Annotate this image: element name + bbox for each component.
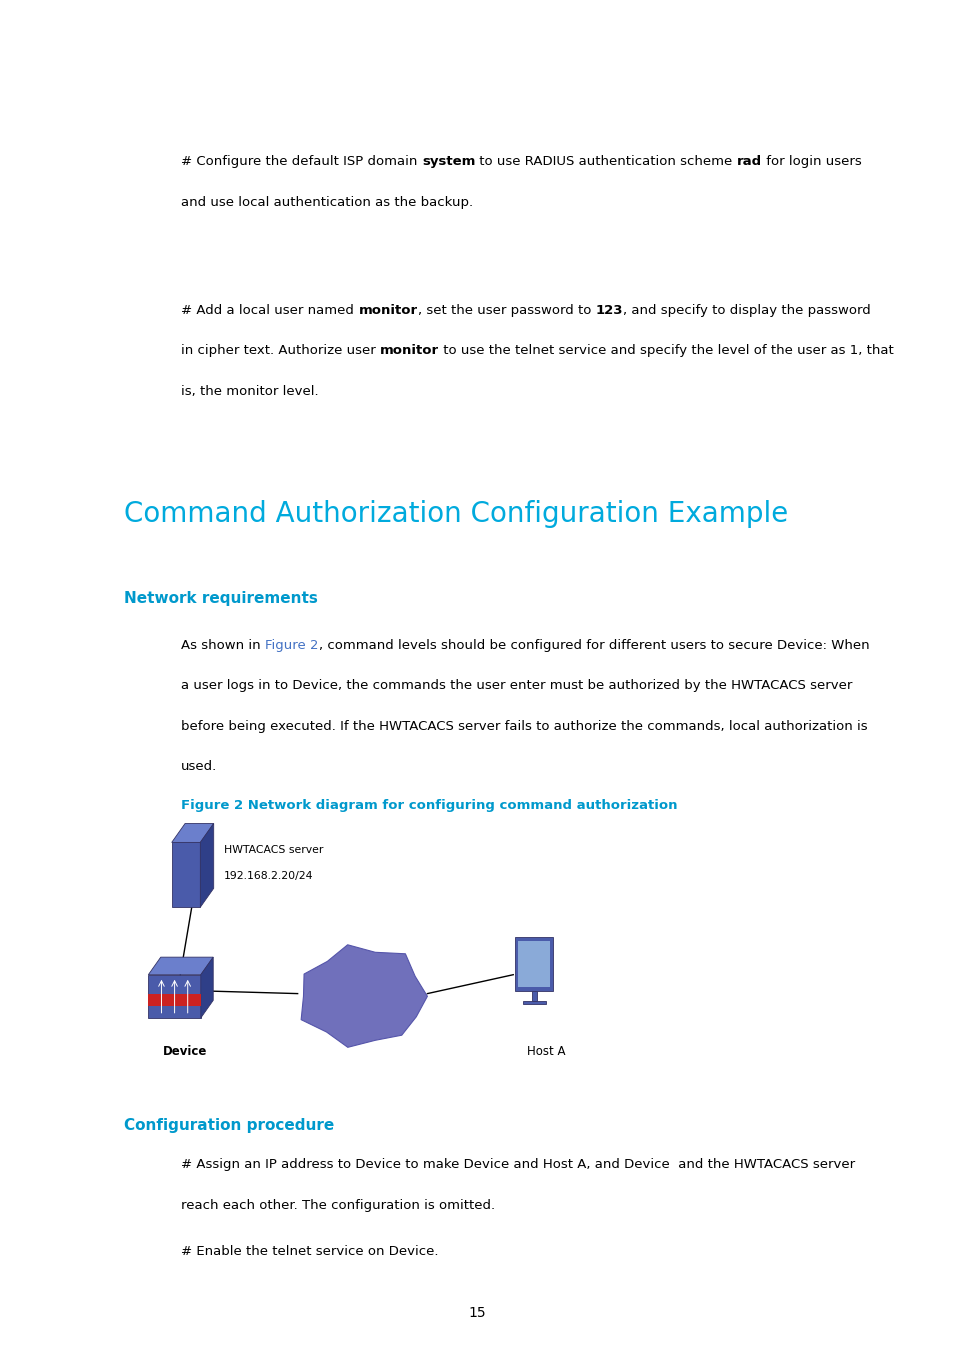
Text: and use local authentication as the backup.: and use local authentication as the back… — [181, 196, 473, 209]
Text: , and specify to display the password: , and specify to display the password — [622, 304, 869, 317]
Text: # Configure the default ISP domain: # Configure the default ISP domain — [181, 155, 421, 169]
Text: Device: Device — [163, 1045, 208, 1058]
Polygon shape — [532, 991, 536, 1000]
Polygon shape — [172, 842, 200, 907]
Text: before being executed. If the HWTACACS server fails to authorize the commands, l: before being executed. If the HWTACACS s… — [181, 720, 867, 733]
Polygon shape — [172, 824, 213, 842]
Text: 123: 123 — [595, 304, 622, 317]
Text: is, the monitor level.: is, the monitor level. — [181, 385, 318, 398]
Polygon shape — [200, 824, 213, 907]
Polygon shape — [517, 941, 550, 987]
Text: Figure 2 Network diagram for configuring command authorization: Figure 2 Network diagram for configuring… — [181, 799, 677, 813]
Text: Configuration procedure: Configuration procedure — [124, 1118, 334, 1133]
Text: to use the telnet service and specify the level of the user as 1, that: to use the telnet service and specify th… — [439, 344, 893, 358]
Text: HWTACACS server: HWTACACS server — [224, 845, 323, 855]
Text: # Enable the telnet service on Device.: # Enable the telnet service on Device. — [181, 1245, 438, 1258]
Text: Command Authorization Configuration Example: Command Authorization Configuration Exam… — [124, 500, 787, 528]
Text: As shown in: As shown in — [181, 639, 265, 652]
Text: a user logs in to Device, the commands the user enter must be authorized by the : a user logs in to Device, the commands t… — [181, 679, 852, 693]
Polygon shape — [149, 994, 200, 1006]
Polygon shape — [301, 945, 427, 1048]
Text: monitor: monitor — [358, 304, 417, 317]
Polygon shape — [515, 937, 553, 991]
Polygon shape — [200, 957, 213, 1018]
Text: rad: rad — [736, 155, 761, 169]
Text: to use RADIUS authentication scheme: to use RADIUS authentication scheme — [475, 155, 736, 169]
Text: # Assign an IP address to Device to make Device and Host A, and Device  and the : # Assign an IP address to Device to make… — [181, 1158, 855, 1172]
Text: for login users: for login users — [761, 155, 861, 169]
Text: system: system — [421, 155, 475, 169]
Text: reach each other. The configuration is omitted.: reach each other. The configuration is o… — [181, 1199, 495, 1212]
Text: monitor: monitor — [380, 344, 439, 358]
Text: in cipher text. Authorize user: in cipher text. Authorize user — [181, 344, 380, 358]
Text: 15: 15 — [468, 1307, 485, 1320]
Text: used.: used. — [181, 760, 217, 774]
Text: , command levels should be configured for different users to secure Device: When: , command levels should be configured fo… — [318, 639, 868, 652]
Polygon shape — [149, 957, 213, 975]
Text: 192.168.2.20/24: 192.168.2.20/24 — [224, 871, 314, 880]
Text: Host A: Host A — [526, 1045, 564, 1058]
Text: Figure 2: Figure 2 — [265, 639, 318, 652]
Polygon shape — [149, 975, 200, 1018]
Polygon shape — [522, 1000, 545, 1004]
Text: , set the user password to: , set the user password to — [417, 304, 595, 317]
Text: IP network: IP network — [331, 984, 394, 998]
Text: Network requirements: Network requirements — [124, 591, 317, 606]
Text: # Add a local user named: # Add a local user named — [181, 304, 358, 317]
